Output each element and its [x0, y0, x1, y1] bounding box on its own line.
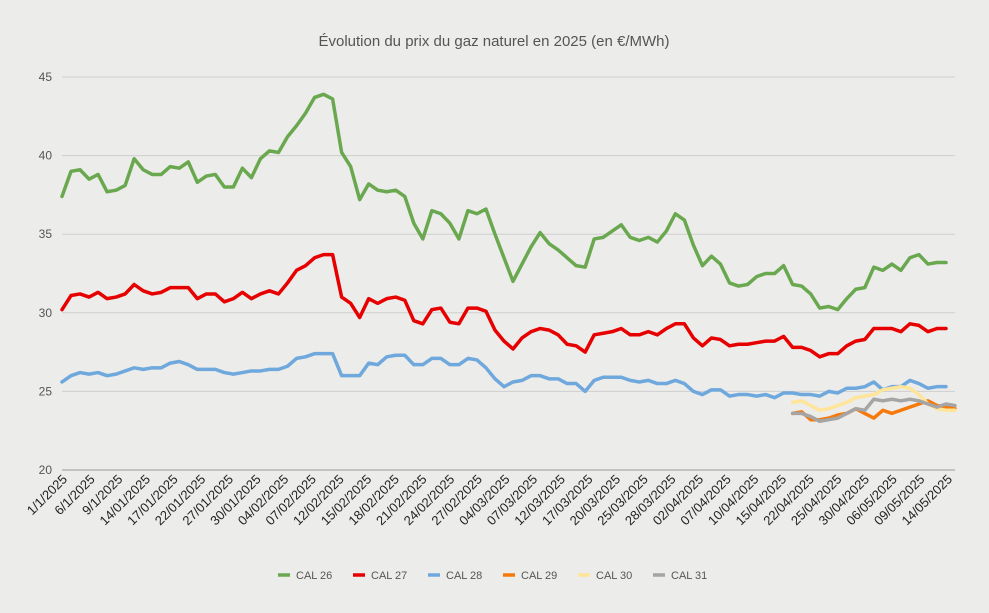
legend: CAL 26 CAL 27 CAL 28 CAL 29 CAL 30 CAL 31	[278, 570, 707, 582]
legend-label-cal-28: CAL 28	[446, 570, 482, 582]
y-tick-label: 35	[39, 227, 53, 241]
series-line-cal-27	[60, 252, 948, 359]
y-tick-label: 30	[39, 306, 53, 320]
legend-label-cal-29: CAL 29	[521, 570, 557, 582]
series-line-cal-28	[60, 351, 948, 400]
y-axis: 20 25 30 35 40 45	[39, 70, 53, 477]
legend-label-cal-31: CAL 31	[671, 570, 707, 582]
x-axis: 1/1/20256/1/20259/1/202514/01/202517/01/…	[24, 472, 955, 529]
series-line-cal-26	[60, 92, 948, 312]
y-tick-label: 40	[39, 149, 53, 163]
y-tick-label: 20	[39, 463, 53, 477]
legend-label-cal-27: CAL 27	[371, 570, 407, 582]
legend-label-cal-26: CAL 26	[296, 570, 332, 582]
series-line-cal-31	[790, 397, 957, 424]
series-lines	[60, 92, 957, 424]
y-tick-label: 25	[39, 384, 53, 398]
y-tick-label: 45	[39, 70, 53, 84]
grid	[62, 76, 955, 471]
chart-title: Évolution du prix du gaz naturel en 2025…	[318, 33, 669, 50]
legend-label-cal-30: CAL 30	[596, 570, 632, 582]
